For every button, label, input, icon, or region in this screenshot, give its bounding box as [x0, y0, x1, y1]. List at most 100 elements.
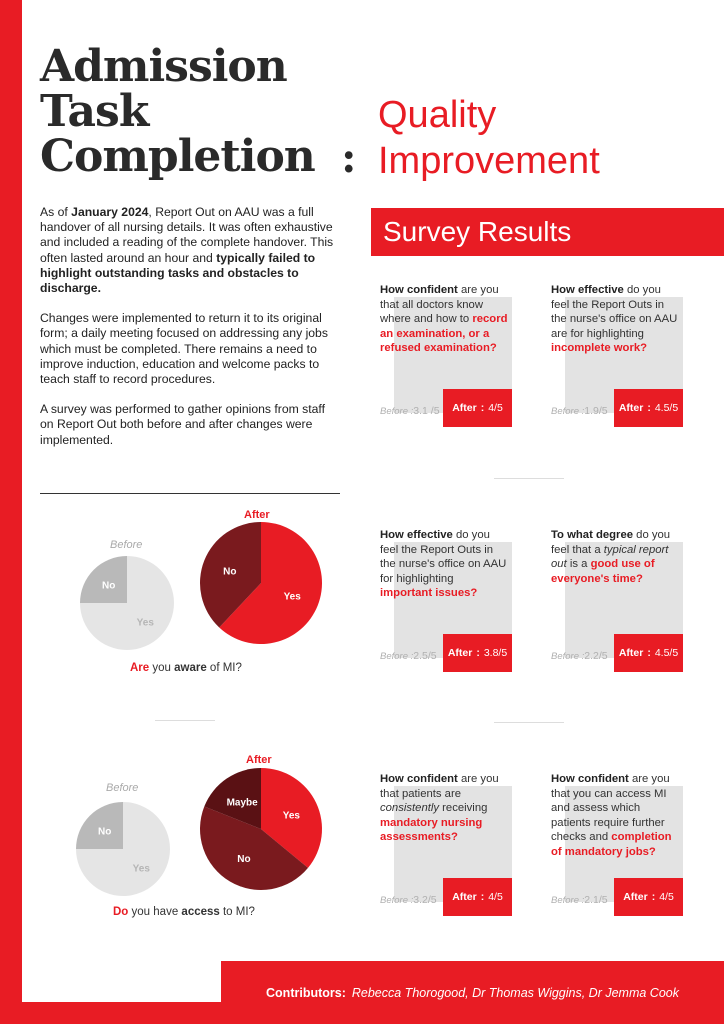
after-separator: :: [647, 402, 651, 414]
after-score: After:4.5/5: [614, 389, 683, 427]
question-bold: How confident: [380, 773, 458, 785]
question-bold: How confident: [551, 773, 629, 785]
question-italic: typical report out: [551, 543, 669, 571]
after-label: After: [623, 891, 648, 903]
after-label-yes: Yes: [284, 591, 302, 602]
after-value: 4/5: [659, 891, 674, 903]
before-label-no: No: [98, 827, 111, 838]
title-line: Completion: [40, 131, 316, 182]
text: you: [149, 662, 175, 674]
question-italic: consistently: [380, 802, 440, 814]
subtitle-line: Quality: [378, 94, 497, 136]
pie-before-title: Before: [110, 539, 143, 551]
question-text: are you that you can access MI and asses…: [551, 773, 670, 843]
text-bold: aware: [174, 662, 207, 674]
question-highlight: good use of everyone's time?: [551, 558, 655, 585]
after-value: 3.8/5: [483, 647, 508, 659]
before-label-yes: Yes: [137, 617, 155, 628]
before-value: 3.2/5: [413, 894, 437, 906]
after-label-no: No: [223, 567, 236, 578]
title-line: Task: [40, 86, 149, 137]
text: to MI?: [219, 906, 255, 918]
question-text: are you that patients are: [380, 773, 499, 800]
after-value: 4/5: [488, 402, 503, 414]
page-title: Admission Task Completion: [40, 44, 370, 179]
survey-heading: Survey Results: [371, 208, 724, 256]
after-slice-no: [199, 806, 309, 891]
question-highlight: incomplete work?: [551, 342, 648, 354]
survey-question: How confident are you that patients are …: [380, 772, 508, 845]
before-score: Before :3.2/5: [380, 894, 437, 906]
question-bold: How confident: [380, 284, 458, 296]
text: you have: [128, 906, 182, 918]
after-score: After:4/5: [443, 389, 512, 427]
after-value: 4.5/5: [654, 647, 679, 659]
after-slice-yes: [261, 768, 322, 868]
subtitle-line: Improvement: [378, 140, 600, 182]
intro-paragraph: As of January 2024, Report Out on AAU wa…: [40, 205, 340, 296]
before-score: Before :1.9/5: [551, 405, 608, 417]
survey-question: How effective do you feel the Report Out…: [380, 528, 508, 601]
after-score: After:4/5: [614, 878, 683, 916]
footer-names: Rebecca Thorogood, Dr Thomas Wiggins, Dr…: [351, 985, 679, 1000]
after-slice-no: [200, 522, 261, 628]
question-text: receiving: [439, 802, 488, 814]
before-label-no: No: [102, 581, 115, 592]
before-value: 2.2/5: [584, 650, 608, 662]
left-accent-bar: [0, 0, 22, 1024]
survey-question: How confident are you that all doctors k…: [380, 283, 508, 356]
intro-paragraph: Changes were implemented to return it to…: [40, 311, 328, 387]
before-label-yes: Yes: [133, 863, 151, 874]
question-highlight: completion of mandatory jobs?: [551, 831, 672, 858]
question-bold: To what degree: [551, 529, 634, 541]
after-label-no: No: [237, 854, 250, 865]
intro-text: As of January 2024, Report Out on AAU wa…: [40, 205, 340, 463]
before-value: 3.1 /5: [413, 405, 440, 417]
after-value: 4/5: [488, 891, 503, 903]
pie-caption: Are you aware of MI?: [130, 662, 242, 674]
survey-card: How confident are you that all doctors k…: [380, 283, 530, 453]
text-bold: January 2024: [71, 205, 149, 219]
intro-paragraph: A survey was performed to gather opinion…: [40, 402, 325, 447]
after-slice-yes: [219, 522, 322, 644]
pie-chart-aware: No Yes Yes No: [80, 522, 322, 650]
after-label: After: [618, 647, 644, 659]
survey-card: How confident are you that patients are …: [380, 772, 530, 942]
text-red: Do: [113, 906, 129, 918]
question-text: is a: [566, 558, 591, 570]
before-label: Before :: [380, 651, 414, 662]
before-slice-no: [80, 556, 127, 603]
survey-card: To what degree do you feel that a typica…: [551, 528, 701, 698]
text-bold: typically failed to highlight outstandin…: [40, 250, 316, 296]
before-slice-yes: [76, 802, 170, 896]
before-value: 2.1/5: [584, 894, 608, 906]
question-text: do you feel that a: [551, 529, 671, 556]
survey-card: How confident are you that you can acces…: [551, 772, 701, 942]
after-separator: :: [651, 891, 656, 903]
survey-card: How effective do you feel the Report Out…: [380, 528, 530, 698]
before-slice-no: [76, 802, 123, 849]
pie-before-title: Before: [106, 782, 139, 794]
before-label: Before :: [551, 651, 585, 662]
divider: [155, 720, 215, 721]
pie-after-title: After: [244, 509, 270, 521]
divider: [494, 478, 564, 479]
before-label: Before :: [380, 895, 414, 906]
after-label: After: [618, 402, 644, 414]
before-slice-yes: [80, 556, 174, 650]
footer-label: Contributors:: [266, 985, 346, 1000]
after-label: After: [452, 402, 477, 414]
survey-question: How confident are you that you can acces…: [551, 772, 679, 859]
text: , Report Out on AAU was a full handover …: [40, 205, 334, 265]
survey-question: To what degree do you feel that a typica…: [551, 528, 679, 586]
before-score: Before :2.1/5: [551, 894, 608, 906]
after-label: After: [447, 647, 473, 659]
question-bold: How effective: [380, 529, 453, 541]
divider: [40, 493, 340, 494]
text: As of: [40, 205, 72, 219]
text-red: Are: [130, 662, 150, 674]
after-label: After: [452, 891, 477, 903]
before-score: Before :2.2/5: [551, 650, 608, 662]
after-separator: :: [647, 647, 651, 659]
question-text: do you feel the Report Outs in the nurse…: [551, 284, 678, 340]
